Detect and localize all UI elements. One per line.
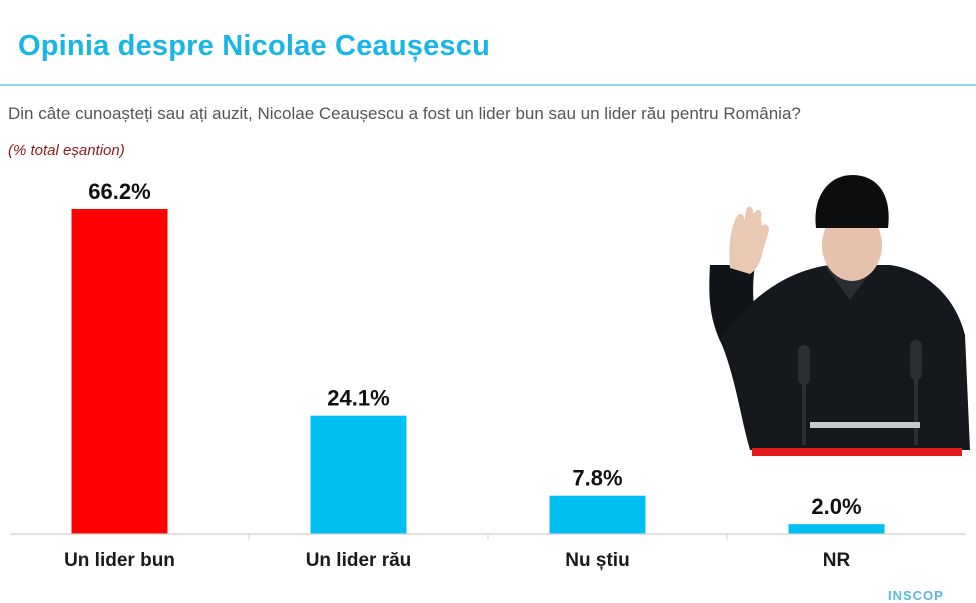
bar-1 [310,415,407,534]
bar-3 [788,524,885,534]
category-label-1: Un lider rău [306,550,412,571]
bar-0 [71,209,168,534]
bar-2 [549,495,646,534]
value-label-3: 2.0% [811,494,861,519]
category-label-2: Nu știu [565,550,629,571]
source-logo: INSCOP [888,588,944,603]
category-label-3: NR [823,550,851,571]
labels-layer: 66.2% Un lider bun 24.1% Un lider rău 7.8% Nu… [64,179,861,571]
category-label-0: Un lider bun [64,550,175,571]
value-label-2: 7.8% [572,466,622,491]
bars-layer [71,209,885,534]
title-divider [0,84,976,86]
x-axis-ticks [248,534,728,540]
chart-title: Opinia despre Nicolae Ceaușescu [18,30,490,62]
value-label-1: 24.1% [327,386,389,411]
sample-note: (% total eșantion) [8,142,125,159]
waving-leader-portrait-icon [709,175,976,460]
leader-photo [709,175,976,460]
value-label-0: 66.2% [88,179,150,204]
survey-question: Din câte cunoașteți sau ați auzit, Nicol… [8,104,801,123]
